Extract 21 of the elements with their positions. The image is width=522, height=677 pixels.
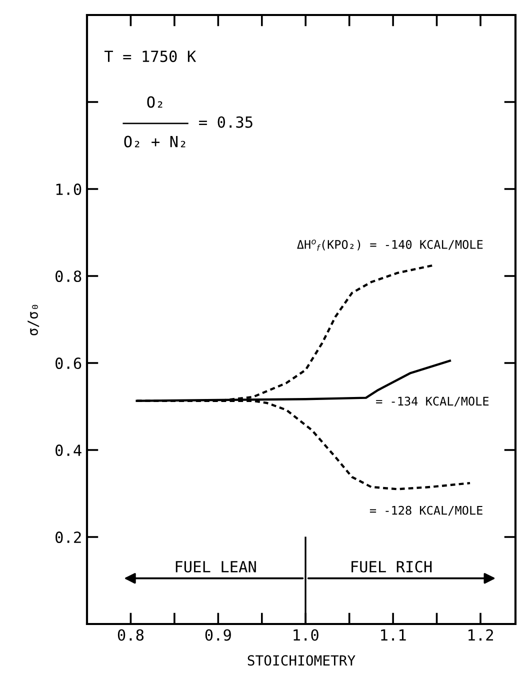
y-tick-label: 0.2 xyxy=(56,532,81,544)
y-tick-label: 0.6 xyxy=(56,358,82,370)
annotation: FUEL LEAN xyxy=(176,561,256,572)
x-tick-label: 1.1 xyxy=(381,629,406,641)
annotation: = 0.35 xyxy=(199,116,252,128)
y-axis-title: σ/σ₀ xyxy=(28,304,40,336)
annotation: FUEL RICH xyxy=(352,560,432,572)
series-label: = -128 KCAL/MOLE xyxy=(370,506,482,516)
x-tick-label: 0.8 xyxy=(118,629,144,641)
y-tick-label: 0.4 xyxy=(56,444,82,456)
text: ΔH$^{o}$$_{f}$(KPO₂) = -140 KCAL/MOLE xyxy=(297,240,483,251)
annotation: O₂ xyxy=(147,96,162,108)
y-tick-label: 0.8 xyxy=(56,270,82,282)
x-axis-title: STOICHIOMETRY xyxy=(248,655,356,666)
text: 1.0 xyxy=(294,629,318,641)
text: 1.0 xyxy=(56,184,82,196)
series-label: = -134 KCAL/MOLE xyxy=(376,396,489,407)
annotation: T = 1750 K xyxy=(104,50,196,62)
annotation: O₂ + N₂ xyxy=(124,136,186,148)
x-tick-label: 0.9 xyxy=(205,629,231,641)
x-tick-label: 1.2 xyxy=(468,629,493,641)
